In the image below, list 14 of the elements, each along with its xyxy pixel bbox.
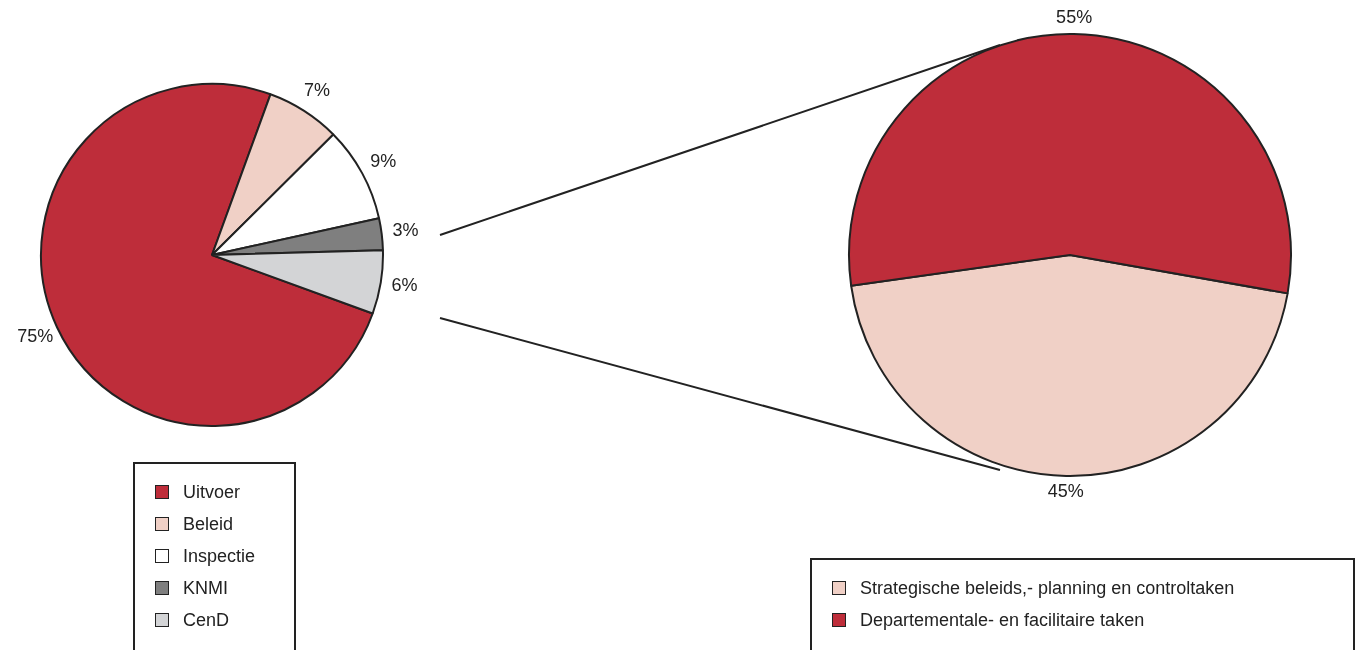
legend-label: Uitvoer [183, 481, 241, 503]
data-label: 7% [304, 79, 331, 100]
data-label: 55% [1056, 7, 1093, 27]
legend-label: Beleid [183, 513, 234, 535]
legend-label: Inspectie [183, 545, 256, 567]
legend-label: Strategische beleids,- planning en controltaken [860, 577, 1235, 599]
data-label: 9% [370, 150, 397, 171]
data-label: 3% [392, 220, 419, 241]
data-label: 45% [1047, 480, 1084, 501]
data-label: 75% [17, 326, 54, 347]
legend-label: Departementale- en facilitaire taken [860, 609, 1145, 631]
legend-label: CenD [183, 609, 230, 631]
legend-label: KNMI [183, 577, 228, 599]
data-label: 6% [391, 275, 418, 296]
